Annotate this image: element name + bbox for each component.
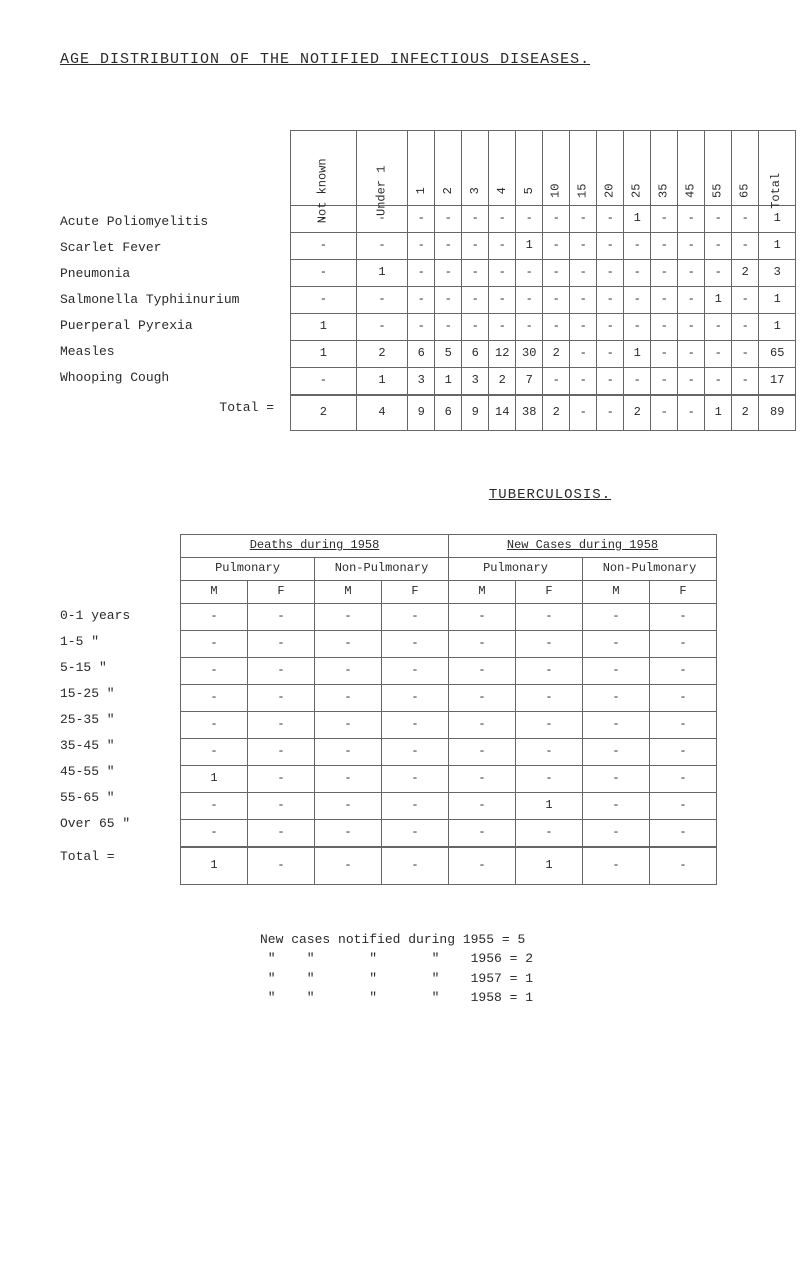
footer-block: New cases notified during 1955 = 5 " " "… [260, 930, 800, 1008]
age-distribution-table: Not known Under 1 1 2 3 4 5 10 15 20 25 … [290, 130, 796, 431]
sub-header-row: Pulmonary Non-Pulmonary Pulmonary Non-Pu… [181, 557, 717, 580]
table-row: ------1--------1 [291, 232, 796, 259]
row-label: Whooping Cough [60, 365, 290, 391]
mf-header: F [382, 580, 449, 603]
col-header: 20 [597, 130, 624, 205]
row-label: 0-1 years [60, 603, 180, 629]
sub-header: Pulmonary [449, 557, 583, 580]
col-header: 2 [435, 130, 462, 205]
age-distribution-block: Acute Poliomyelitis Scarlet Fever Pneumo… [60, 130, 800, 431]
table-row: -------- [181, 657, 717, 684]
col-header: 65 [732, 130, 759, 205]
sub-header: Non-Pulmonary [315, 557, 449, 580]
col-header: 45 [678, 130, 705, 205]
col-header: 35 [651, 130, 678, 205]
row-label: Pneumonia [60, 261, 290, 287]
table-row: -------- [181, 711, 717, 738]
footer-line: " " " " 1956 = 2 [260, 949, 800, 969]
sub-header: Pulmonary [181, 557, 315, 580]
table-row: -------- [181, 738, 717, 765]
header-row: Not known Under 1 1 2 3 4 5 10 15 20 25 … [291, 130, 796, 205]
col-header: 55 [705, 130, 732, 205]
col-header: 4 [489, 130, 516, 205]
col-header: 5 [516, 130, 543, 205]
mf-header: F [248, 580, 315, 603]
table-row: -------- [181, 603, 717, 630]
table-row: 1--------------1 [291, 313, 796, 340]
mf-header: F [650, 580, 717, 603]
row-label: 1-5 " [60, 629, 180, 655]
total-label: Total = [60, 391, 290, 425]
sub-header: Non-Pulmonary [583, 557, 717, 580]
super-header: Deaths during 1958 [181, 534, 449, 557]
total-label: Total = [60, 837, 180, 875]
row-label: 25-35 " [60, 707, 180, 733]
footer-line: " " " " 1957 = 1 [260, 969, 800, 989]
table-row: ----------1----1 [291, 205, 796, 232]
mf-header: M [449, 580, 516, 603]
col-header: 3 [462, 130, 489, 205]
tb-row-labels: 0-1 years 1-5 " 5-15 " 15-25 " 25-35 " 3… [60, 534, 180, 875]
super-header-row: Deaths during 1958 New Cases during 1958 [181, 534, 717, 557]
row-label: 15-25 " [60, 681, 180, 707]
row-label: Over 65 " [60, 811, 180, 837]
table-row: 1------- [181, 765, 717, 792]
table-row: 1265612302--1----65 [291, 340, 796, 367]
table-row: -----1-- [181, 792, 717, 819]
age-dist-row-labels: Acute Poliomyelitis Scarlet Fever Pneumo… [60, 141, 290, 431]
col-header: 1 [408, 130, 435, 205]
col-header: Total [759, 130, 796, 205]
col-header: 10 [543, 130, 570, 205]
footer-line: New cases notified during 1955 = 5 [260, 930, 800, 950]
row-label: 45-55 " [60, 759, 180, 785]
mf-header: F [516, 580, 583, 603]
mf-header: M [181, 580, 248, 603]
col-header: Under 1 [356, 130, 407, 205]
mf-header-row: M F M F M F M F [181, 580, 717, 603]
row-label: Salmonella Typhiinurium [60, 287, 290, 313]
table-row: -131327--------17 [291, 367, 796, 395]
totals-row: 1----1-- [181, 847, 717, 885]
table-row: -------------1-1 [291, 286, 796, 313]
row-label: Acute Poliomyelitis [60, 209, 290, 235]
row-label: 55-65 " [60, 785, 180, 811]
col-header: 15 [570, 130, 597, 205]
totals-row: 2496914382--2--1289 [291, 395, 796, 431]
table-row: -------- [181, 684, 717, 711]
row-label: Measles [60, 339, 290, 365]
tuberculosis-table: Deaths during 1958 New Cases during 1958… [180, 534, 717, 885]
row-label: 35-45 " [60, 733, 180, 759]
table-row: -1------------23 [291, 259, 796, 286]
table-row: -------- [181, 630, 717, 657]
row-label: Scarlet Fever [60, 235, 290, 261]
super-header: New Cases during 1958 [449, 534, 717, 557]
row-label: 5-15 " [60, 655, 180, 681]
tuberculosis-heading: TUBERCULOSIS. [240, 486, 800, 504]
mf-header: M [583, 580, 650, 603]
col-header: Not known [291, 130, 357, 205]
row-label: Puerperal Pyrexia [60, 313, 290, 339]
mf-header: M [315, 580, 382, 603]
page-title: AGE DISTRIBUTION OF THE NOTIFIED INFECTI… [60, 50, 800, 70]
col-header: 25 [624, 130, 651, 205]
footer-line: " " " " 1958 = 1 [260, 988, 800, 1008]
table-row: -------- [181, 819, 717, 847]
tuberculosis-block: 0-1 years 1-5 " 5-15 " 15-25 " 25-35 " 3… [60, 534, 800, 885]
